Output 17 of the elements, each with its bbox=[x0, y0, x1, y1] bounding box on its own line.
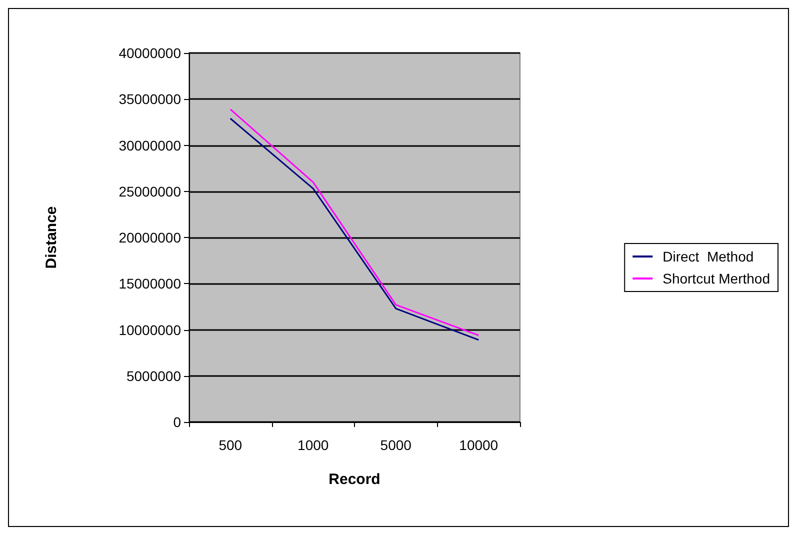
legend-label: Direct Method bbox=[662, 248, 754, 264]
x-tick-label: 5000 bbox=[380, 437, 412, 453]
y-tick-label: 10000000 bbox=[118, 322, 182, 338]
y-tick-label: 0 bbox=[173, 414, 182, 430]
y-tick-label: 30000000 bbox=[118, 137, 182, 154]
y-tick-label: 35000000 bbox=[118, 91, 182, 108]
x-tick-label: 1000 bbox=[298, 437, 329, 453]
x-tick-label: 500 bbox=[218, 437, 242, 453]
legend-label: Shortcut Merthod bbox=[662, 270, 770, 286]
y-tick-label: 20000000 bbox=[118, 230, 182, 246]
y-axis-title: Distance bbox=[43, 206, 60, 269]
y-tick-label: 5000000 bbox=[126, 368, 182, 384]
x-axis-title: Record bbox=[328, 471, 380, 488]
x-tick-label: 10000 bbox=[459, 437, 498, 453]
y-tick-label: 40000000 bbox=[118, 45, 182, 61]
y-tick-label: 25000000 bbox=[118, 183, 182, 200]
y-tick-label: 15000000 bbox=[118, 276, 182, 292]
